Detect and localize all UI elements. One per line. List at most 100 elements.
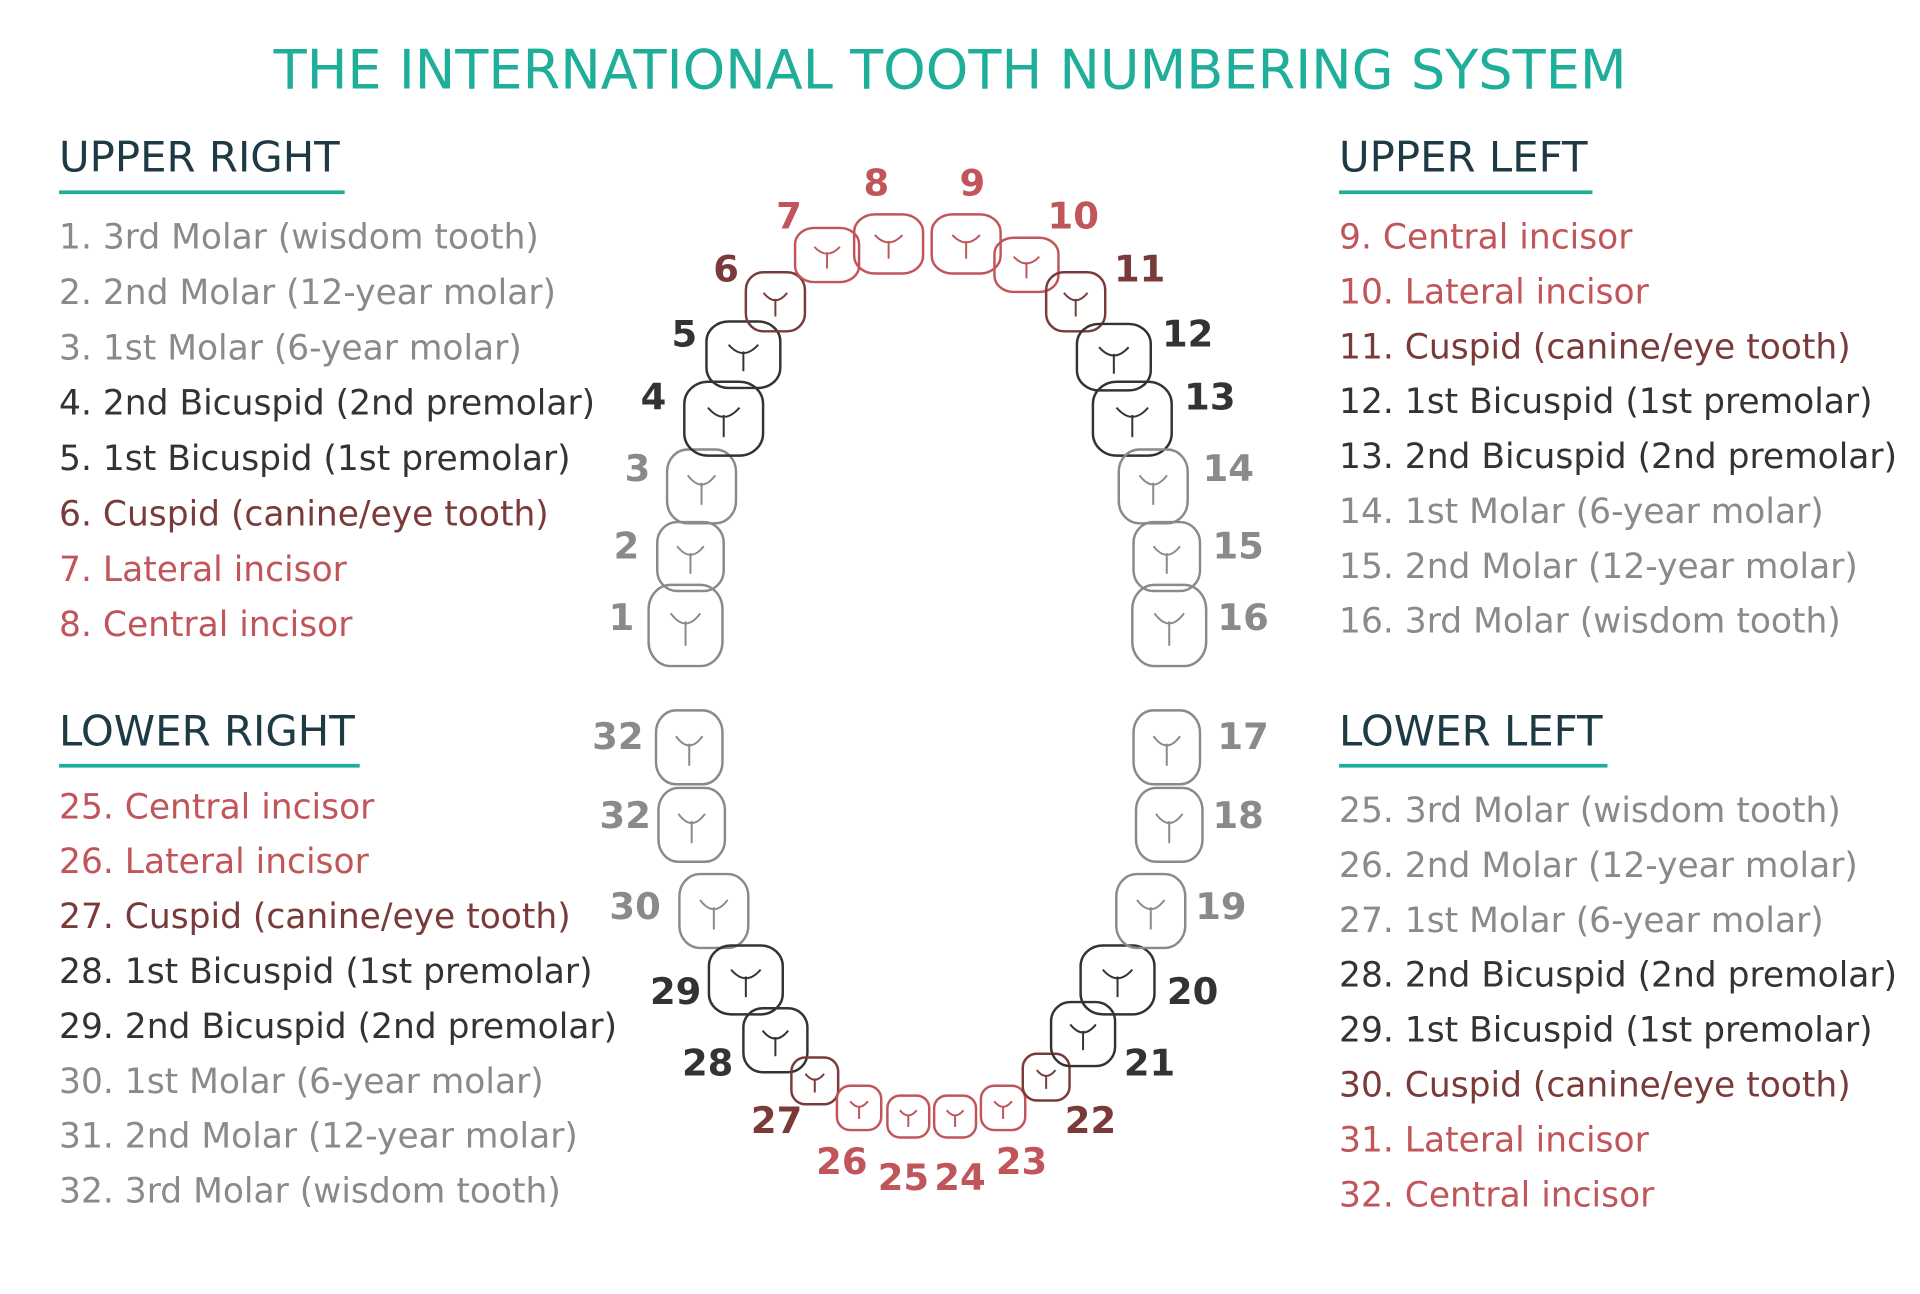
tooth-groove: [1152, 545, 1181, 574]
tooth: [657, 786, 727, 864]
tooth: [744, 271, 807, 333]
tooth-groove: [762, 292, 788, 317]
title: THE INTERNATIONAL TOOTH NUMBERING SYSTEM: [273, 39, 1627, 102]
tooth: [1044, 271, 1107, 333]
legend-item: 27. 1st Molar (6-year molar): [1339, 901, 1824, 941]
tooth-groove: [899, 1109, 918, 1128]
tooth-number: 32: [592, 715, 643, 758]
tooth-number: 9: [959, 161, 985, 204]
tooth-number: 6: [713, 247, 739, 290]
tooth-groove: [874, 234, 904, 259]
tooth-groove: [945, 1109, 965, 1128]
tooth-number: 4: [641, 376, 667, 419]
tooth-groove: [675, 735, 704, 766]
tooth-groove: [730, 968, 762, 998]
legend-item: 6. Cuspid (canine/eye tooth): [59, 494, 549, 534]
legend-item: 28. 2nd Bicuspid (2nd premolar): [1339, 956, 1897, 996]
legend-item: 26. Lateral incisor: [59, 842, 370, 882]
tooth-number: 19: [1195, 885, 1246, 928]
tooth-number: 12: [1162, 313, 1213, 356]
tooth: [930, 213, 1002, 275]
tooth: [1132, 709, 1202, 786]
legend-item: 14. 1st Molar (6-year molar): [1339, 492, 1824, 532]
tooth-groove: [1102, 968, 1134, 998]
tooth-groove: [813, 246, 841, 269]
legend-item: 9. Central incisor: [1339, 218, 1633, 258]
tooth: [793, 226, 861, 284]
legend-item: 15. 2nd Molar (12-year molar): [1339, 547, 1858, 587]
tooth-groove: [951, 234, 981, 259]
section-heading: UPPER RIGHT: [59, 133, 340, 182]
tooth-number: 20: [1167, 970, 1218, 1013]
section-heading: LOWER LEFT: [1339, 706, 1603, 755]
tooth-number: 7: [776, 195, 802, 238]
legend-item: 28. 1st Bicuspid (1st premolar): [59, 952, 592, 992]
tooth: [790, 1056, 840, 1106]
tooth-number: 32: [600, 794, 651, 837]
tooth-groove: [727, 344, 759, 372]
tooth-number: 23: [996, 1140, 1047, 1183]
tooth-groove: [1115, 406, 1149, 438]
legend-item: 29. 2nd Bicuspid (2nd premolar): [59, 1007, 617, 1047]
tooth: [707, 944, 785, 1016]
legend-item: 12. 1st Bicuspid (1st premolar): [1339, 382, 1872, 422]
legend-item: 30. Cuspid (canine/eye tooth): [1339, 1066, 1851, 1106]
tooth-groove: [1063, 292, 1089, 317]
tooth-groove: [1012, 256, 1040, 279]
tooth-number: 25: [878, 1156, 929, 1199]
tooth-groove: [1036, 1069, 1057, 1089]
tooth-number: 3: [625, 447, 651, 490]
tooth-number: 29: [650, 970, 701, 1013]
tooth-number: 17: [1217, 715, 1268, 758]
tooth-number: 16: [1217, 596, 1268, 639]
tooth-groove: [804, 1073, 825, 1093]
legend-item: 25. Central incisor: [59, 787, 375, 827]
tooth-number: 14: [1203, 447, 1254, 490]
tooth-groove: [1155, 813, 1184, 844]
section-heading: UPPER LEFT: [1339, 133, 1588, 182]
legend-item: 5. 1st Bicuspid (1st premolar): [59, 439, 571, 479]
tooth: [1115, 872, 1187, 950]
tooth-number: 24: [934, 1156, 985, 1199]
legend-item: 31. Lateral incisor: [1339, 1120, 1650, 1160]
legend-item: 4. 2nd Bicuspid (2nd premolar): [59, 384, 595, 424]
tooth: [705, 320, 782, 390]
tooth-groove: [1152, 735, 1181, 766]
tooth-number: 11: [1114, 247, 1165, 290]
section-heading: LOWER RIGHT: [59, 706, 355, 755]
tooth-number: 22: [1065, 1099, 1116, 1142]
tooth-number: 8: [863, 161, 889, 204]
tooth-groove: [686, 474, 717, 505]
tooth: [1132, 520, 1202, 593]
tooth: [1131, 583, 1208, 668]
tooth-number: 30: [609, 885, 660, 928]
tooth-number: 10: [1048, 195, 1099, 238]
tooth: [852, 213, 925, 275]
tooth: [835, 1084, 883, 1132]
legend-item: 8. Central incisor: [59, 605, 353, 645]
tooth-number: 13: [1184, 376, 1235, 419]
tooth-number: 21: [1124, 1041, 1175, 1084]
legend-item: 13. 2nd Bicuspid (2nd premolar): [1339, 437, 1897, 477]
legend-item: 7. Lateral incisor: [59, 550, 348, 590]
tooth: [1079, 944, 1156, 1016]
legend-item: 31. 2nd Molar (12-year molar): [59, 1117, 578, 1157]
tooth-number: 26: [816, 1140, 867, 1183]
legend-item: 2. 2nd Molar (12-year molar): [59, 273, 556, 313]
tooth-groove: [707, 406, 741, 438]
tooth-groove: [849, 1100, 869, 1120]
legend-item: 32. 3rd Molar (wisdom tooth): [59, 1172, 561, 1212]
tooth: [979, 1084, 1027, 1132]
tooth: [683, 380, 765, 457]
legend-item: 3. 1st Molar (6-year molar): [59, 328, 522, 368]
tooth-number: 27: [751, 1099, 802, 1142]
tooth-groove: [1136, 899, 1166, 930]
legend-item: 16. 3rd Molar (wisdom tooth): [1339, 602, 1841, 642]
tooth: [1021, 1052, 1071, 1102]
tooth-groove: [1153, 612, 1185, 646]
tooth-number: 15: [1212, 524, 1263, 567]
tooth-groove: [761, 1029, 789, 1057]
legend-item: 32. Central incisor: [1339, 1175, 1655, 1215]
tooth-number: 18: [1212, 794, 1263, 837]
